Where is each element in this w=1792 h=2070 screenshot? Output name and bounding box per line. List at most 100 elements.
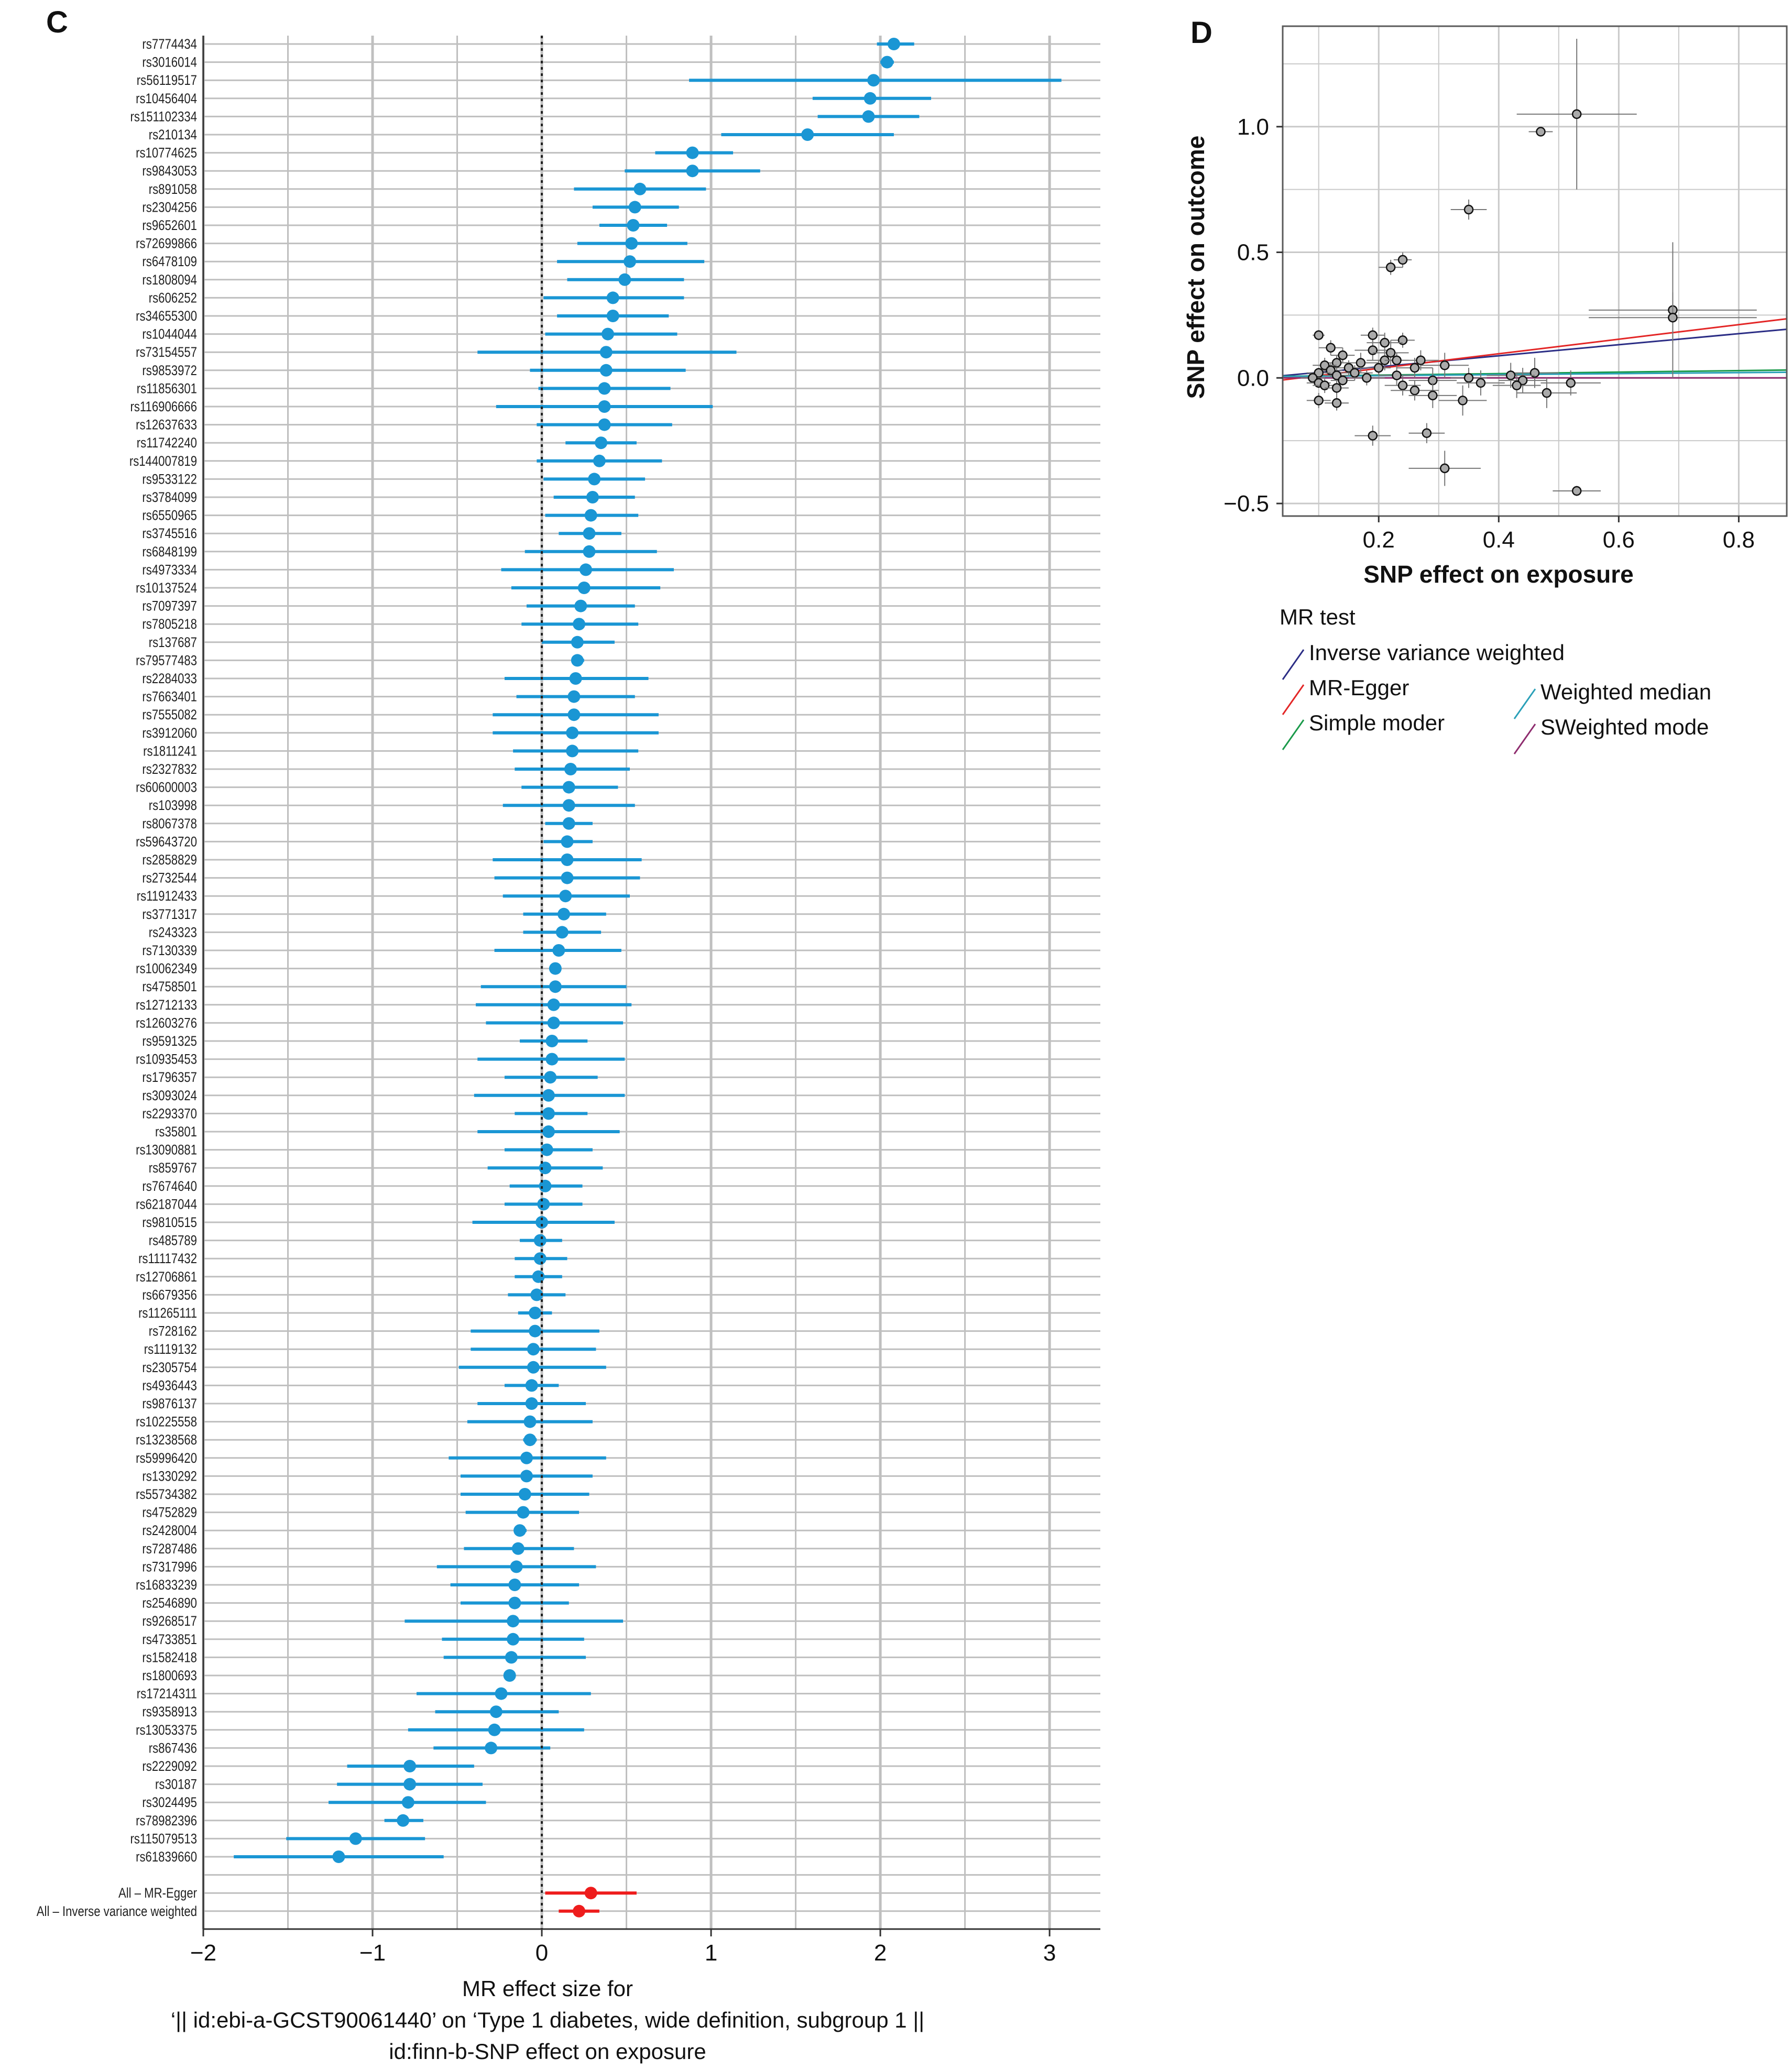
snp-estimate-point <box>532 1270 545 1283</box>
snp-label: rs11742240 <box>137 435 197 451</box>
snp-label: rs60600003 <box>136 780 197 796</box>
snp-estimate-point <box>633 182 647 195</box>
snp-estimate-point <box>561 871 574 884</box>
snp-point <box>1319 360 1330 370</box>
forest-x-tick-label: −2 <box>190 1940 216 1966</box>
snp-label: rs3771317 <box>142 907 197 923</box>
forest-x-tick-label: 3 <box>1043 1940 1056 1966</box>
snp-label: rs1800693 <box>142 1668 197 1684</box>
snp-estimate-point <box>887 38 900 50</box>
snp-label: rs1808094 <box>142 272 197 288</box>
snp-label: rs6478109 <box>142 254 197 270</box>
snp-estimate-point <box>540 1143 553 1156</box>
snp-label: rs3784099 <box>142 490 197 506</box>
snp-point <box>1397 380 1408 390</box>
snp-label: rs2858829 <box>142 852 197 868</box>
snp-point <box>1571 109 1582 119</box>
snp-point <box>1668 312 1678 323</box>
snp-estimate-point <box>618 273 631 286</box>
snp-point <box>1326 343 1336 353</box>
snp-label: rs59643720 <box>136 834 197 850</box>
scatter-y-tick-label: 1.0 <box>1237 114 1269 140</box>
snp-estimate-point <box>527 1361 540 1374</box>
snp-label: rs7130339 <box>142 943 197 959</box>
snp-estimate-point <box>523 1433 537 1447</box>
forest-x-tick-label: 2 <box>874 1940 887 1966</box>
snp-label: rs7097397 <box>142 599 197 615</box>
legend-ivw-swatch <box>1282 649 1305 680</box>
snp-estimate-point <box>536 1216 549 1229</box>
snp-estimate-point <box>686 165 699 178</box>
snp-label: rs72699866 <box>136 236 197 252</box>
snp-label: rs78982396 <box>136 1813 197 1829</box>
snp-label: rs867436 <box>149 1740 197 1756</box>
snp-point <box>1571 486 1582 496</box>
forest-marks <box>234 38 1062 1918</box>
snp-label: rs10062349 <box>136 961 197 977</box>
snp-label: rs115079513 <box>130 1831 197 1847</box>
snp-estimate-point <box>566 726 579 739</box>
snp-label: rs8067378 <box>142 816 197 832</box>
snp-label: rs10456404 <box>136 91 197 107</box>
snp-estimate-point <box>544 1071 557 1084</box>
snp-label: rs61839660 <box>136 1849 197 1865</box>
snp-point <box>1439 360 1450 370</box>
snp-point <box>1368 330 1378 341</box>
snp-label: rs4758501 <box>142 979 197 995</box>
snp-label: rs13053375 <box>136 1723 197 1738</box>
snp-label: rs59996420 <box>136 1451 197 1466</box>
snp-estimate-point <box>555 926 569 939</box>
snp-label: rs3024495 <box>142 1795 197 1811</box>
legend-simple-swatch <box>1282 719 1305 750</box>
snp-label: rs2284033 <box>142 671 197 687</box>
snp-point <box>1505 370 1516 380</box>
snp-point <box>1409 363 1420 373</box>
snp-point <box>1463 204 1474 215</box>
scatter-x-tick-label: 0.4 <box>1483 527 1515 553</box>
legend-ivw-label: Inverse variance weighted <box>1309 640 1565 665</box>
snp-label: rs7287486 <box>142 1541 197 1557</box>
snp-label: rs11856301 <box>137 381 197 397</box>
snp-label: rs9853972 <box>142 363 197 379</box>
snp-estimate-point <box>867 74 880 87</box>
snp-estimate-point <box>552 944 565 957</box>
scatter-grid <box>1283 26 1787 516</box>
snp-estimate-point <box>523 1415 537 1428</box>
snp-label: rs12712133 <box>136 998 197 1013</box>
snp-point <box>1416 355 1426 365</box>
snp-label: rs103998 <box>149 798 197 814</box>
snp-point <box>1422 428 1432 439</box>
snp-estimate-point <box>862 110 875 123</box>
snp-estimate-point <box>510 1560 523 1573</box>
snp-label: rs7663401 <box>142 689 197 705</box>
forest-xlabel-line1: MR effect size for <box>462 1976 633 2001</box>
snp-point <box>1542 388 1552 398</box>
snp-estimate-point <box>686 146 699 159</box>
scatter-y-tick-label: −0.5 <box>1223 491 1269 517</box>
snp-label: rs7317996 <box>142 1559 197 1575</box>
legend-egger-label: MR-Egger <box>1309 675 1409 700</box>
legend-simple-label: Simple moder <box>1309 710 1445 735</box>
forest-row-labels: rs7774434 rs3016014 rs56119517 rs10456404 rs… <box>37 37 197 1919</box>
snp-label: rs13090881 <box>136 1143 197 1158</box>
snp-point <box>1536 127 1546 137</box>
snp-estimate-point <box>574 599 587 612</box>
overall-label: All – Inverse variance weighted <box>37 1904 197 1920</box>
snp-estimate-point <box>525 1397 538 1410</box>
snp-estimate-point <box>562 781 575 794</box>
snp-label: rs4752829 <box>142 1505 197 1521</box>
panel-c-label: C <box>46 5 68 39</box>
scatter-panel-border <box>1282 25 1788 517</box>
snp-label: rs10935453 <box>136 1052 197 1068</box>
snp-label: rs11117432 <box>138 1251 197 1267</box>
snp-point <box>1476 378 1486 388</box>
snp-estimate-point <box>598 400 611 413</box>
snp-estimate-point <box>599 346 613 359</box>
snp-estimate-point <box>533 1252 547 1265</box>
snp-label: rs9533122 <box>142 472 197 487</box>
snp-label: rs10137524 <box>136 581 197 596</box>
snp-estimate-point <box>593 454 606 467</box>
snp-label: rs1044044 <box>142 327 197 343</box>
snp-estimate-point <box>627 219 640 232</box>
snp-estimate-point <box>628 201 641 214</box>
